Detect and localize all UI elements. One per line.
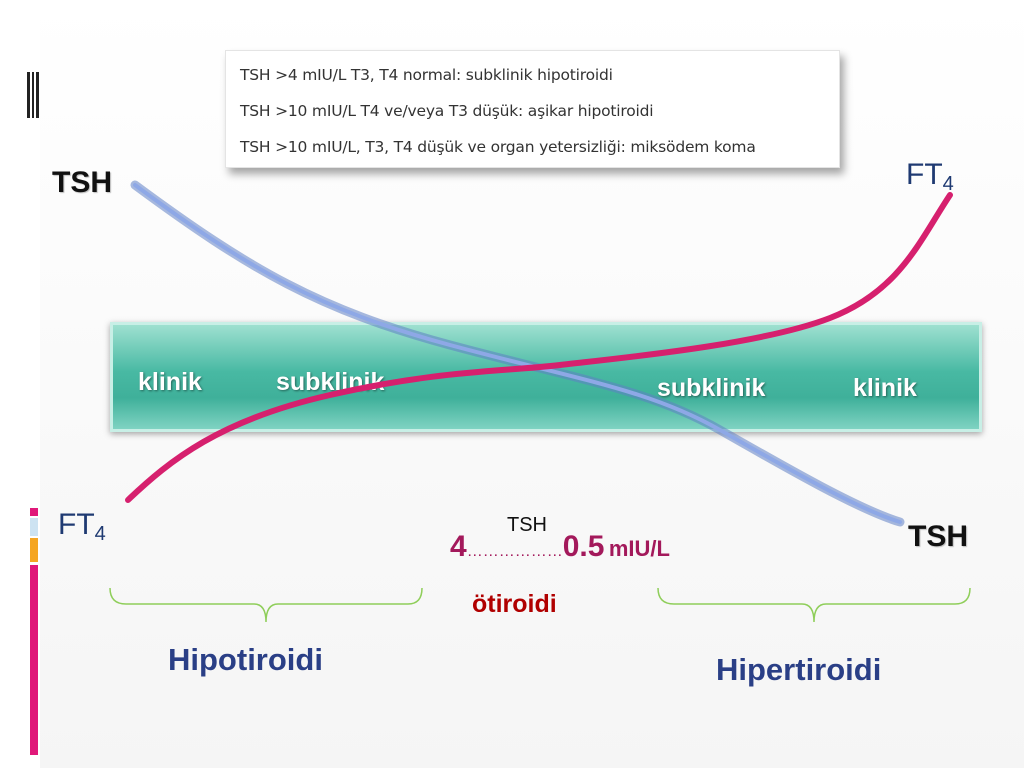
accent-bar-orange <box>30 538 38 562</box>
range-unit: mIU/L <box>608 536 670 561</box>
tsh-label-left: TSH <box>52 166 112 199</box>
decorative-bars <box>27 72 39 118</box>
bracket-right <box>657 587 971 623</box>
ft4-left-sub: 4 <box>94 523 106 545</box>
tsh-range: 4………………0.5 mIU/L <box>450 530 670 564</box>
section-hipotiroidi: Hipotiroidi <box>168 642 323 677</box>
tsh-label-right: TSH <box>908 520 968 553</box>
ft4-right-sub: 4 <box>942 173 954 195</box>
section-hipertiroidi: Hipertiroidi <box>716 652 882 687</box>
scale-heading: TSH <box>507 514 547 536</box>
info-box: TSH >4 mIU/L T3, T4 normal: subklinik hi… <box>225 50 840 168</box>
otiroidi-label: ötiroidi <box>472 590 557 618</box>
band-label-subklinik-left: subklinik <box>276 368 385 396</box>
ft4-label-right: FT4 <box>906 158 954 196</box>
ft4-label-left: FT4 <box>58 508 106 546</box>
range-low: 0.5 <box>562 530 605 563</box>
ft4-left-main: FT <box>58 508 95 541</box>
clinical-band <box>110 322 982 432</box>
info-line-3: TSH >10 mIU/L, T3, T4 düşük ve organ yet… <box>240 138 756 156</box>
accent-bar-pink <box>30 565 38 755</box>
tsh-curve-core <box>133 183 902 524</box>
accent-bar-pink-top <box>30 508 38 516</box>
band-label-klinik-right: klinik <box>853 374 917 402</box>
band-label-klinik-left: klinik <box>138 368 202 396</box>
range-dots: ……………… <box>466 543 563 560</box>
bracket-left <box>109 587 423 623</box>
ft4-right-main: FT <box>906 158 943 191</box>
range-high: 4 <box>450 530 467 563</box>
band-label-subklinik-right: subklinik <box>657 374 766 402</box>
info-line-1: TSH >4 mIU/L T3, T4 normal: subklinik hi… <box>240 66 613 84</box>
accent-bar-blue <box>30 518 38 536</box>
info-line-2: TSH >10 mIU/L T4 ve/veya T3 düşük: aşika… <box>240 102 654 120</box>
ft4-curve <box>125 192 953 503</box>
